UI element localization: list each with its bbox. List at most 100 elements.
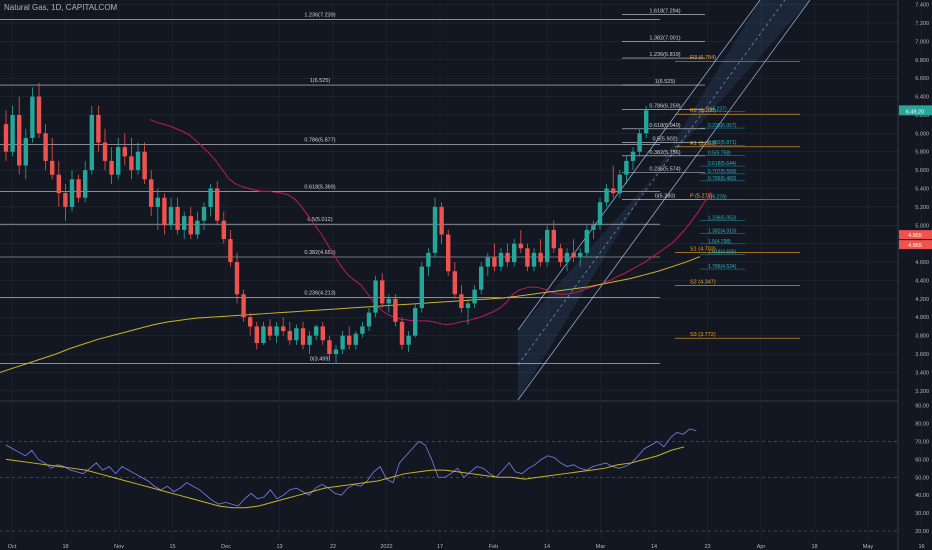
candle[interactable] (221, 211, 226, 244)
candle[interactable] (300, 321, 306, 350)
candle[interactable] (23, 128, 28, 180)
candle[interactable] (432, 197, 438, 258)
fib-retracement[interactable]: 0(3.499) 0.236(4.213) 0.382(4.655) 0.5(5.01… (0, 12, 660, 364)
candlestick-series[interactable] (3, 82, 649, 364)
candle[interactable] (399, 317, 405, 350)
candle[interactable] (472, 285, 477, 309)
candle[interactable] (195, 211, 200, 240)
candle[interactable] (439, 202, 444, 244)
candle[interactable] (175, 197, 180, 235)
candle[interactable] (597, 197, 603, 230)
candle[interactable] (89, 105, 94, 175)
candle[interactable] (578, 248, 583, 267)
candle[interactable] (327, 335, 332, 359)
candle[interactable] (168, 197, 174, 230)
candle[interactable] (591, 220, 596, 240)
candle[interactable] (149, 170, 154, 217)
candle[interactable] (96, 105, 101, 152)
candle[interactable] (182, 211, 187, 240)
candle[interactable] (644, 105, 649, 138)
candle[interactable] (83, 160, 88, 203)
candle[interactable] (122, 133, 127, 166)
candle[interactable] (63, 183, 68, 221)
candle[interactable] (446, 229, 451, 276)
price-axis[interactable]: 7.400 7.200 7.000 6.800 6.600 6.400 6.200 6.000… (897, 0, 932, 550)
candle[interactable] (630, 147, 636, 171)
candle[interactable] (386, 294, 391, 313)
candle[interactable] (531, 248, 537, 272)
candle[interactable] (545, 225, 550, 267)
candle[interactable] (215, 181, 220, 226)
candle[interactable] (419, 262, 424, 313)
candle[interactable] (162, 193, 167, 235)
candle[interactable] (50, 137, 55, 180)
candle[interactable] (274, 321, 279, 343)
candle[interactable] (393, 294, 398, 327)
candle[interactable] (518, 229, 523, 253)
candle[interactable] (10, 105, 15, 157)
candle[interactable] (617, 170, 622, 198)
candle[interactable] (307, 331, 312, 355)
candle[interactable] (102, 128, 108, 171)
time-axis[interactable]: Oct 18 Nov 15 Dec 13 22 2022 17 Feb 14 Mar 14 23 Apr 18… (8, 544, 925, 550)
candle[interactable] (525, 243, 530, 272)
candle[interactable] (406, 331, 411, 353)
pivot-levels[interactable]: R3 (6.784) R2 (6.208) R1 (5.853) P (5.279) S… (675, 55, 800, 339)
candle[interactable] (551, 220, 556, 253)
candle[interactable] (188, 206, 193, 240)
candle[interactable] (261, 321, 266, 345)
candle[interactable] (452, 262, 457, 299)
candle[interactable] (538, 239, 543, 267)
candle[interactable] (241, 289, 246, 322)
candle[interactable] (637, 128, 642, 157)
candle[interactable] (76, 174, 81, 203)
candle[interactable] (314, 324, 319, 341)
candle[interactable] (584, 225, 589, 258)
candle[interactable] (413, 303, 418, 338)
candle[interactable] (294, 324, 299, 345)
candle[interactable] (43, 124, 48, 171)
candle[interactable] (320, 321, 325, 345)
channel-upper-line[interactable] (517, 0, 761, 331)
candle[interactable] (3, 110, 9, 161)
candle[interactable] (267, 319, 273, 341)
candle[interactable] (558, 243, 563, 267)
candle[interactable] (505, 243, 510, 267)
candle[interactable] (69, 170, 75, 212)
candle[interactable] (142, 142, 147, 184)
candle[interactable] (333, 344, 339, 364)
candle[interactable] (624, 156, 629, 184)
candle[interactable] (485, 252, 490, 276)
candle[interactable] (366, 308, 372, 332)
candle[interactable] (281, 317, 286, 336)
candle[interactable] (353, 331, 358, 350)
candle[interactable] (360, 321, 365, 338)
candle[interactable] (129, 137, 134, 180)
candle[interactable] (611, 165, 616, 198)
candle[interactable] (465, 298, 471, 325)
candle[interactable] (426, 248, 431, 276)
candle[interactable] (56, 160, 61, 207)
candle[interactable] (604, 183, 609, 207)
candle[interactable] (571, 239, 576, 263)
candle[interactable] (116, 137, 121, 180)
candle[interactable] (287, 321, 292, 345)
candle[interactable] (248, 312, 253, 336)
candle[interactable] (512, 239, 517, 267)
candle[interactable] (228, 229, 233, 267)
candle[interactable] (17, 96, 22, 175)
candle[interactable] (564, 248, 570, 272)
candle[interactable] (254, 321, 259, 350)
candle[interactable] (155, 188, 160, 230)
regression-channel[interactable] (517, 0, 811, 401)
fib-small-levels[interactable]: 0(6.237) 0.236(6.057) 0.382(5.871) 0.5(5.75… (700, 107, 745, 271)
candle[interactable] (234, 252, 240, 304)
candle[interactable] (340, 331, 345, 355)
fib-extension-right[interactable]: 1.618(7.294) 1.382(7.001) 1.236(6.819) 1(6.… (622, 8, 705, 200)
candle[interactable] (36, 82, 42, 138)
candle[interactable] (380, 273, 385, 309)
rsi-pane[interactable]: 90.00 80.00 70.00 60.00 50.00 40.00 30.00 20.00 (0, 404, 929, 535)
candle[interactable] (459, 285, 464, 313)
candle[interactable] (201, 202, 207, 230)
